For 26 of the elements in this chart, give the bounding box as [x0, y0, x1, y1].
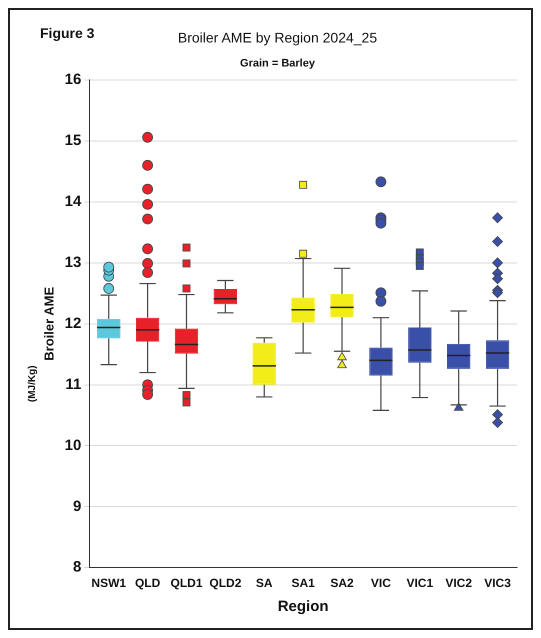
x-tick-label: QLD1: [170, 576, 203, 590]
x-tick-label: QLD: [134, 576, 161, 590]
y-tick-label: 9: [72, 498, 82, 515]
y-tick-label: 8: [72, 558, 82, 576]
y-tick-label: 15: [64, 132, 82, 150]
x-tick-label: VIC2: [445, 576, 472, 590]
y-tick-label: 14: [64, 193, 82, 210]
x-tick-label: VIC1: [406, 576, 434, 590]
chart-title: Broiler AME by Region 2024_25: [178, 29, 378, 46]
y-axis-title: Broiler AME: [41, 286, 56, 361]
x-tick-label: VIC3: [484, 576, 512, 590]
y-tick-label: 12: [64, 314, 82, 332]
y-tick-label: 16: [64, 71, 82, 88]
x-tick-label: SA2: [330, 576, 354, 590]
x-axis-title: Region: [278, 598, 329, 616]
chart-subtitle: Grain = Barley: [240, 57, 316, 70]
x-tick-label: NSW1: [91, 576, 126, 590]
y-tick-label: 10: [64, 436, 82, 454]
y-tick-label: 13: [64, 254, 82, 271]
x-tick-label: SA: [256, 576, 273, 590]
x-tick-label: VIC: [370, 576, 392, 590]
y-tick-label: 11: [65, 376, 82, 393]
text: (MJ/Kg): [26, 365, 38, 402]
x-tick-label: SA1: [291, 576, 316, 590]
x-tick-label: QLD2: [209, 576, 242, 590]
caption: Figure 3: [40, 24, 95, 41]
